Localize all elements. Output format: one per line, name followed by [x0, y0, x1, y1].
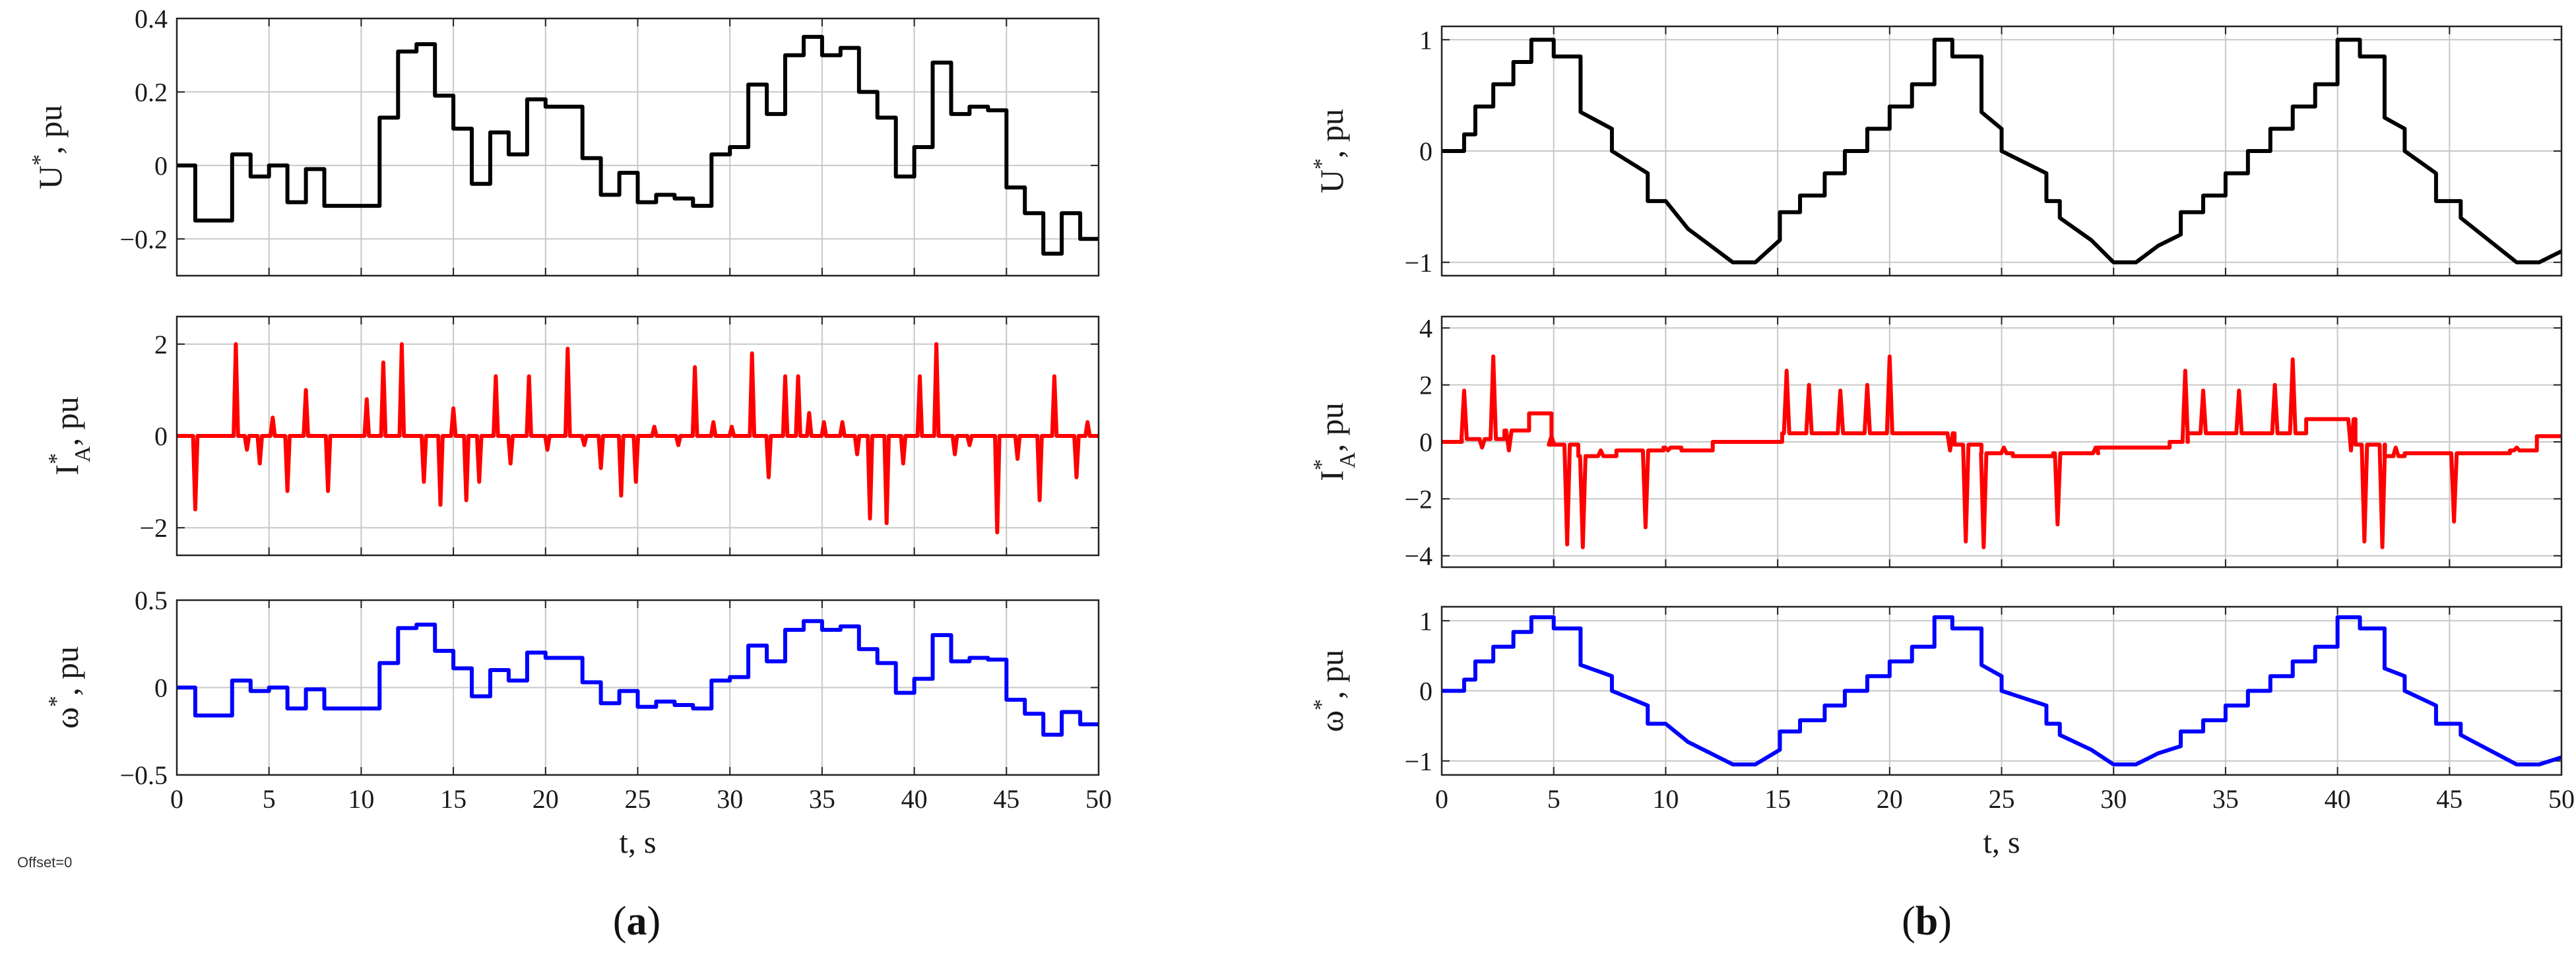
y-tick-label: 1: [1419, 606, 1433, 636]
caption-a: (a): [613, 899, 660, 944]
x-tick-label: 45: [993, 784, 1019, 814]
series-line-b-w: [1442, 615, 2562, 767]
plot-a-U: −0.2 0 0.2 0.4 U*, pu: [28, 4, 1100, 277]
series-line-b-I: [1442, 354, 2561, 549]
y-axis-label: ω*, pu: [44, 646, 85, 729]
y-tick-label: 0: [1419, 137, 1433, 166]
y-tick-label: −0.5: [119, 760, 168, 790]
y-tick-label: 0.4: [135, 4, 168, 34]
x-tick-label: 0: [1435, 784, 1448, 814]
offset-note: Offset=0: [17, 854, 72, 871]
x-tick-label: 25: [625, 784, 651, 814]
plot-frame: [176, 17, 1100, 277]
x-tick-label: 45: [2436, 784, 2463, 814]
y-axis-label: U*, pu: [1309, 109, 1350, 193]
plot-frame: [176, 315, 1100, 557]
plot-frame: [1440, 315, 2563, 569]
plot-frame: [176, 599, 1100, 776]
series-line-a-w: [177, 619, 1099, 737]
y-axis-label: I*A, pu: [44, 396, 95, 475]
y-tick-label: −2: [1404, 484, 1433, 514]
x-tick-label: 0: [170, 784, 183, 814]
y-tick-label: −1: [1404, 248, 1433, 278]
y-tick-label: 0.2: [135, 77, 168, 107]
y-tick-label: 4: [1419, 313, 1433, 343]
x-tick-label: 10: [1652, 784, 1679, 814]
x-tick-label: 40: [901, 784, 928, 814]
x-tick-label: 30: [2100, 784, 2127, 814]
x-axis-label: t, s: [1983, 825, 2020, 860]
x-tick-label: 25: [1989, 784, 2015, 814]
y-tick-label: 0: [154, 673, 168, 703]
y-tick-label: 2: [154, 330, 168, 359]
y-tick-label: −1: [1404, 747, 1433, 776]
plot-b-U: −1 0 1 U*, pu: [1309, 25, 2563, 278]
plot-frame: [1440, 605, 2563, 776]
svg-text:(a): (a): [613, 899, 660, 944]
series-line-a-U: [177, 34, 1099, 256]
y-tick-label: 0: [154, 421, 168, 451]
x-tick-label: 35: [2212, 784, 2239, 814]
y-tick-label: 0: [154, 151, 168, 181]
x-axis-label: t, s: [619, 825, 656, 860]
x-tick-label: 40: [2325, 784, 2351, 814]
series-line-a-I: [177, 342, 1099, 535]
y-tick-label: 2: [1419, 371, 1433, 400]
y-tick-label: −2: [139, 513, 168, 543]
x-tick-label: 10: [348, 784, 374, 814]
y-axis-label: ω*, pu: [1309, 650, 1350, 732]
svg-text:(b): (b): [1902, 899, 1952, 944]
x-tick-label: 50: [2548, 784, 2575, 814]
x-tick-label: 50: [1085, 784, 1112, 814]
x-tick-label: 5: [1547, 784, 1561, 814]
plot-frame: [1440, 25, 2563, 277]
x-tick-label: 5: [263, 784, 276, 814]
x-tick-label: 35: [809, 784, 835, 814]
y-tick-label: −4: [1404, 541, 1433, 571]
x-tick-label: 20: [532, 784, 559, 814]
y-axis-label: I*A, pu: [1309, 402, 1360, 481]
caption-b: (b): [1902, 899, 1952, 944]
caption-b-letter: b: [1916, 899, 1938, 944]
series-line-b-U: [1442, 38, 2563, 264]
x-tick-label: 15: [1764, 784, 1791, 814]
y-tick-label: 0: [1419, 677, 1433, 706]
plot-a-I: −2 0 2 I*A, pu: [44, 315, 1100, 557]
y-tick-label: −0.2: [119, 224, 168, 254]
y-tick-label: 0: [1419, 427, 1433, 457]
y-axis-label: U*, pu: [28, 105, 69, 189]
x-tick-label: 20: [1877, 784, 1903, 814]
x-tick-label: 30: [717, 784, 743, 814]
caption-a-letter: a: [627, 899, 647, 944]
y-tick-label: 1: [1419, 25, 1433, 55]
y-tick-label: 0.5: [135, 586, 168, 615]
x-tick-label: 15: [440, 784, 467, 814]
plot-b-I: −4 −2 0 2 4 I*A, pu: [1309, 313, 2563, 571]
plot-a-w: −0.500.50 5 10 15 20 25 30 35 40 45 50t, sω*, pu: [44, 586, 1112, 860]
